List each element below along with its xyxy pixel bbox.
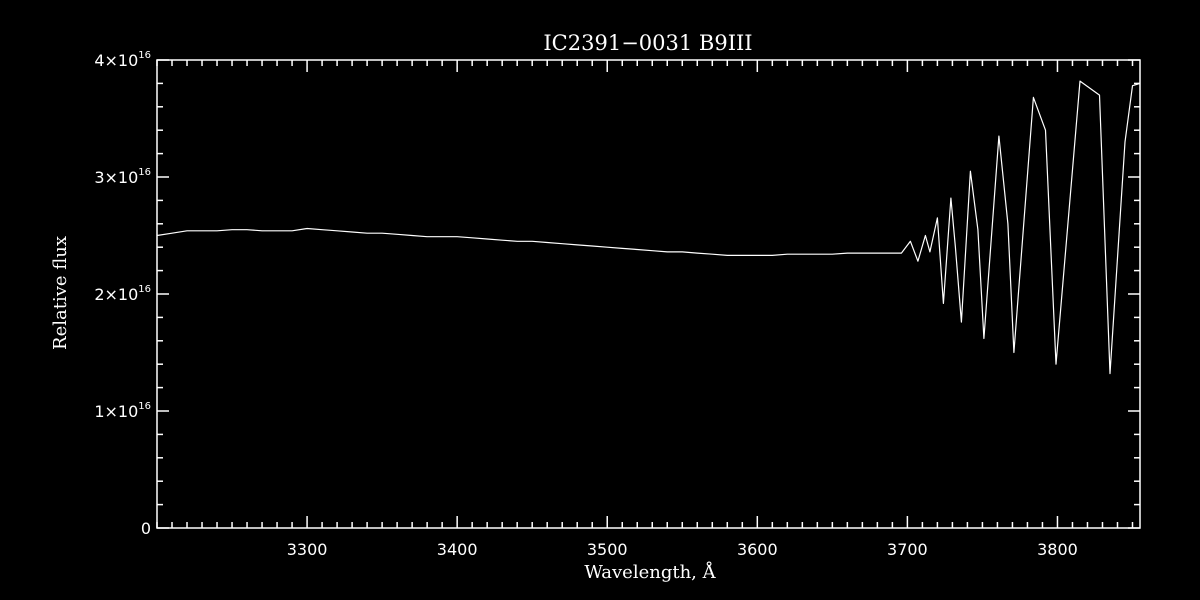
plot-area bbox=[156, 59, 1141, 529]
x-axis: 3300 3400 3500 3600 3700 3800 bbox=[156, 60, 1134, 559]
x-tick-label: 3700 bbox=[887, 540, 928, 559]
chart-title: IC2391−0031 B9III bbox=[543, 31, 752, 55]
y-tick-label: 2×1016 bbox=[94, 284, 151, 304]
x-tick-label: 3600 bbox=[737, 540, 778, 559]
x-tick-label: 3400 bbox=[437, 540, 478, 559]
x-tick-label: 3500 bbox=[587, 540, 628, 559]
y-tick-label: 1×1016 bbox=[94, 401, 151, 421]
y-axis-label: Relative flux bbox=[50, 236, 71, 350]
spectrum-series bbox=[156, 80, 1141, 375]
y-tick-label: 3×1016 bbox=[94, 167, 151, 187]
plot-frame bbox=[156, 59, 1141, 529]
x-tick-label: 3300 bbox=[287, 540, 328, 559]
x-axis-label: Wavelength, Å bbox=[584, 561, 716, 583]
spectrum-line bbox=[156, 80, 1141, 375]
x-tick-label: 3800 bbox=[1037, 540, 1078, 559]
y-axis: 0 1×1016 2×1016 3×1016 4×1016 bbox=[94, 50, 1140, 538]
y-tick-label: 4×1016 bbox=[94, 50, 151, 70]
y-tick-label: 0 bbox=[141, 519, 151, 538]
